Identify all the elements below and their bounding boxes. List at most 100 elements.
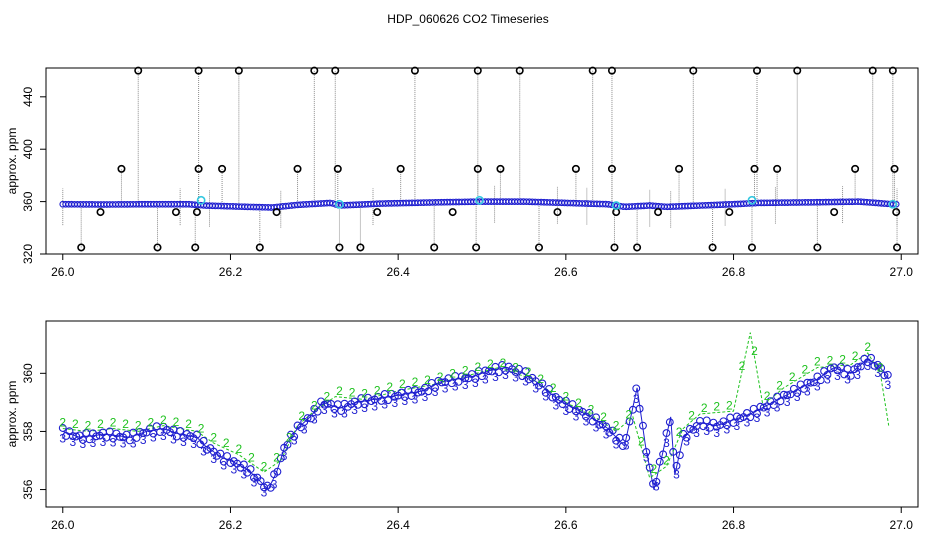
series-glyph: 3	[140, 433, 147, 447]
series-glyph: 3	[563, 404, 570, 418]
plot-frame-bottom	[45, 320, 919, 508]
spike-marker	[194, 66, 203, 75]
low-marker	[448, 208, 457, 217]
series-glyph: 2	[59, 416, 66, 430]
series-point	[384, 396, 393, 405]
series-glyph: 3	[532, 382, 539, 396]
series-glyph: 2	[248, 451, 255, 465]
series-glyph: 2	[273, 451, 280, 465]
top-y-tick-label: 400	[21, 139, 35, 159]
series-glyph: 2	[474, 360, 481, 374]
y-axis-label-top: approx. ppm	[5, 128, 19, 195]
y-axis-top: 320 360 400 440	[21, 86, 46, 264]
series-glyph: 2	[361, 387, 368, 401]
series-glyph: 2	[198, 422, 205, 436]
series-glyph: 3	[402, 394, 409, 408]
series-glyph: 3	[150, 431, 157, 445]
spike-marker	[410, 66, 419, 75]
spike-marker	[535, 243, 544, 252]
top-y-tick-label: 320	[21, 244, 35, 264]
spike-marker	[293, 164, 302, 173]
spike-marker	[893, 243, 902, 252]
series-point	[192, 430, 201, 439]
series-glyph: 3	[723, 422, 730, 436]
series-glyph: 2	[600, 410, 607, 424]
spike-marker	[813, 243, 822, 252]
series-glyph: 3	[713, 426, 720, 440]
low-marker	[192, 208, 201, 217]
series-point	[216, 449, 225, 458]
series-point	[307, 414, 315, 423]
series-point	[702, 416, 711, 425]
series-glyph: 2	[110, 416, 117, 430]
spike-marker	[851, 164, 860, 173]
spike-marker	[335, 243, 344, 252]
series-glyph: 3	[351, 403, 358, 417]
series-point	[414, 388, 423, 397]
spike-marker	[868, 66, 877, 75]
series-glyph: 2	[701, 401, 708, 415]
series-point	[561, 396, 570, 405]
series-point	[753, 409, 761, 418]
series-glyph: 2	[751, 344, 758, 358]
series-glyph: 3	[210, 452, 217, 466]
series-point	[454, 377, 463, 386]
series-point	[437, 378, 446, 387]
series-glyph: 2	[160, 413, 167, 427]
series-glyph: 3	[311, 412, 318, 426]
spike-marker	[153, 243, 162, 252]
series-glyph: 3	[864, 359, 871, 373]
series-point	[662, 429, 671, 438]
bottom-y-tick-label: 356	[21, 479, 35, 499]
series-glyph: 3	[522, 375, 529, 389]
series-glyph: 2	[651, 462, 658, 476]
series-glyph: 2	[739, 359, 746, 373]
spike-marker	[473, 164, 482, 173]
bottom-x-tick-label: 26.4	[386, 518, 410, 532]
series-glyph: 2	[286, 430, 293, 444]
series-point	[867, 353, 875, 362]
series-glyph: 3	[744, 415, 751, 429]
spike-marker	[607, 66, 616, 75]
series-glyph: 3	[874, 366, 881, 380]
series-point	[669, 447, 678, 456]
series-point	[652, 477, 661, 486]
series-glyph: 2	[386, 380, 393, 394]
series-point	[58, 424, 67, 432]
series-glyph: 3	[663, 436, 670, 450]
series-glyph: 2	[877, 361, 884, 375]
y-axis-label-bottom: approx. ppm	[5, 381, 19, 448]
series-glyph: 2	[374, 383, 381, 397]
series-glyph: 3	[241, 468, 248, 482]
series-glyph: 3	[804, 385, 811, 399]
series-point	[85, 435, 94, 444]
series-point	[722, 421, 731, 430]
series-glyph: 3	[834, 369, 841, 383]
series-glyph: 2	[588, 403, 595, 417]
series-glyph: 2	[399, 377, 406, 391]
top-x-tick-label: 26.8	[722, 265, 746, 279]
series-glyph: 3	[291, 433, 298, 447]
series-glyph: 3	[542, 390, 549, 404]
series-glyph: 3	[472, 376, 479, 390]
series-point	[870, 361, 879, 370]
series-point	[846, 371, 855, 380]
series-glyph: 3	[432, 385, 439, 399]
series-point	[659, 450, 668, 459]
series-point	[471, 375, 480, 383]
series-point	[246, 465, 255, 474]
series-glyph: 3	[69, 435, 76, 449]
series-glyph: 2	[801, 362, 808, 376]
bottom-x-tick-label: 26.0	[51, 518, 75, 532]
series-point	[632, 384, 641, 393]
spike-marker	[708, 243, 717, 252]
spike-marker	[117, 164, 126, 173]
series-glyph: 3	[552, 398, 559, 412]
series-glyph: 3	[482, 372, 489, 386]
series-point	[877, 364, 886, 373]
series-glyph: 2	[336, 384, 343, 398]
series-point	[806, 378, 815, 387]
series-glyph: 3	[673, 468, 680, 482]
series-glyph: 3	[583, 415, 590, 429]
